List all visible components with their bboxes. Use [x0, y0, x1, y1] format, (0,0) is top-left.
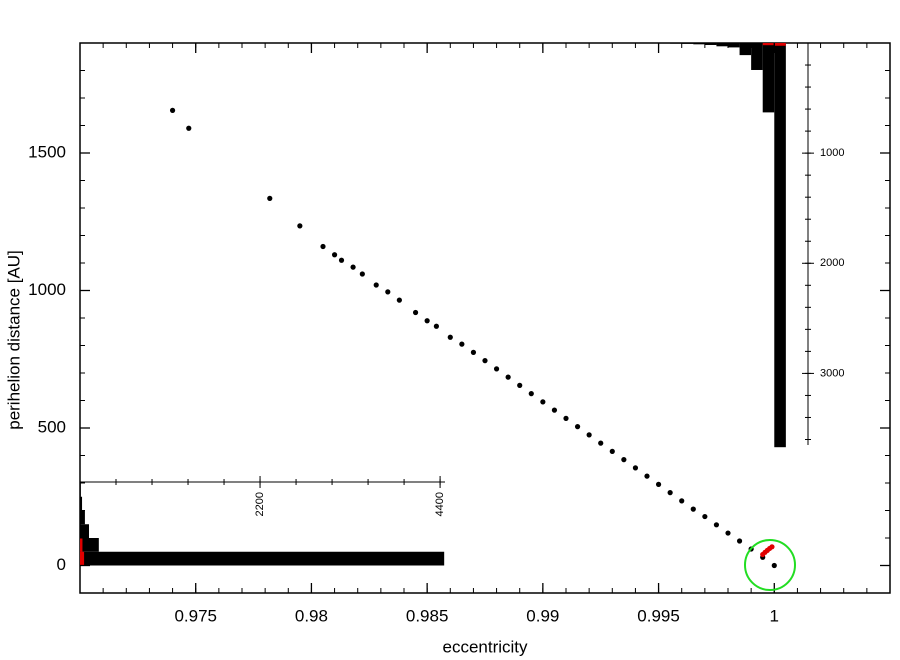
histogram-bar: [739, 43, 752, 56]
y-tick-label: 1000: [28, 280, 66, 299]
count-tick-label: 3000: [820, 367, 844, 379]
histogram-bar: [80, 538, 99, 552]
scatter-point: [493, 366, 500, 372]
histogram-bar: [704, 43, 717, 45]
histogram-bar: [80, 538, 83, 552]
y-tick-label: 500: [38, 417, 66, 436]
histogram-bar: [80, 551, 85, 566]
scatter-point: [350, 264, 356, 270]
scatter-point: [769, 544, 775, 550]
histogram-bar: [80, 551, 445, 566]
scatter-point: [186, 125, 192, 131]
histogram-bar: [80, 524, 90, 538]
scatter-point: [424, 318, 430, 324]
histogram-bar: [762, 43, 775, 46]
scatter-point: [655, 481, 662, 487]
scatter-point: [267, 195, 273, 201]
x-tick-label: 0.975: [174, 606, 217, 625]
count-tick-label: 2000: [820, 257, 844, 269]
scatter-point: [632, 465, 639, 471]
scatter-point: [373, 282, 379, 288]
plot-frame: [79, 42, 891, 594]
scatter-point: [690, 506, 696, 512]
scatter-point: [725, 530, 731, 536]
histogram-bar: [658, 43, 671, 44]
scatter-point: [621, 457, 627, 463]
scatter-point: [433, 323, 439, 329]
histogram-bar: [751, 43, 763, 70]
histogram-bar: [774, 43, 786, 46]
x-axis-label: eccentricity: [442, 637, 528, 656]
scatter-point: [320, 243, 326, 250]
scatter-point: [505, 374, 511, 380]
x-tick-label: 0.99: [526, 606, 559, 625]
scatter-point: [385, 289, 391, 295]
scatter-point: [412, 309, 419, 316]
x-tick-label: 0.98: [295, 606, 328, 625]
histogram-bar: [681, 43, 694, 44]
count-tick-label: 2200: [254, 492, 266, 516]
highlight-circle: [744, 539, 796, 591]
histogram-bar: [80, 496, 83, 511]
scatter-point: [771, 562, 777, 569]
scatter-point: [609, 448, 615, 454]
scatter-point: [297, 223, 303, 229]
scatter-point: [586, 432, 592, 438]
count-tick-label: 4400: [434, 492, 446, 516]
scatter-point: [540, 399, 546, 405]
x-tick-label: 1: [770, 606, 779, 625]
histogram-bar: [762, 43, 775, 113]
scatter-point: [359, 271, 365, 277]
scatter-point: [702, 513, 708, 520]
scatter-point: [482, 358, 488, 364]
x-tick-label: 0.995: [637, 606, 680, 625]
y-axis-label: perihelion distance [AU]: [4, 250, 23, 430]
histogram-bar: [80, 483, 81, 497]
scatter-point: [459, 341, 465, 347]
count-tick-label: 1000: [820, 147, 844, 159]
scatter-point: [470, 349, 477, 355]
scatter-point: [331, 252, 338, 258]
scatter-point: [528, 391, 534, 397]
histogram-bar: [80, 510, 85, 525]
histogram-bar: [693, 43, 705, 45]
histogram-bar: [728, 43, 740, 48]
scatter-point: [517, 382, 523, 388]
scatter-point: [169, 107, 176, 113]
scatter-point: [644, 473, 650, 479]
y-tick-label: 1500: [28, 142, 66, 161]
y-tick-label: 0: [57, 555, 66, 574]
histogram-bar: [774, 43, 786, 448]
scatter-point: [396, 297, 402, 303]
scatter-point: [736, 538, 743, 544]
x-tick-label: 0.985: [406, 606, 449, 625]
scatter-point: [574, 424, 581, 430]
scatter-point: [598, 440, 604, 446]
histogram-bar: [716, 43, 728, 47]
scatter-point: [679, 498, 685, 504]
scatter-point: [447, 334, 453, 340]
scatter-point: [563, 415, 569, 421]
histogram-bar: [670, 43, 682, 44]
scatter-point: [667, 490, 673, 496]
scatter-point: [713, 522, 720, 528]
scatter-point: [551, 407, 558, 413]
scatter-point: [338, 257, 345, 263]
